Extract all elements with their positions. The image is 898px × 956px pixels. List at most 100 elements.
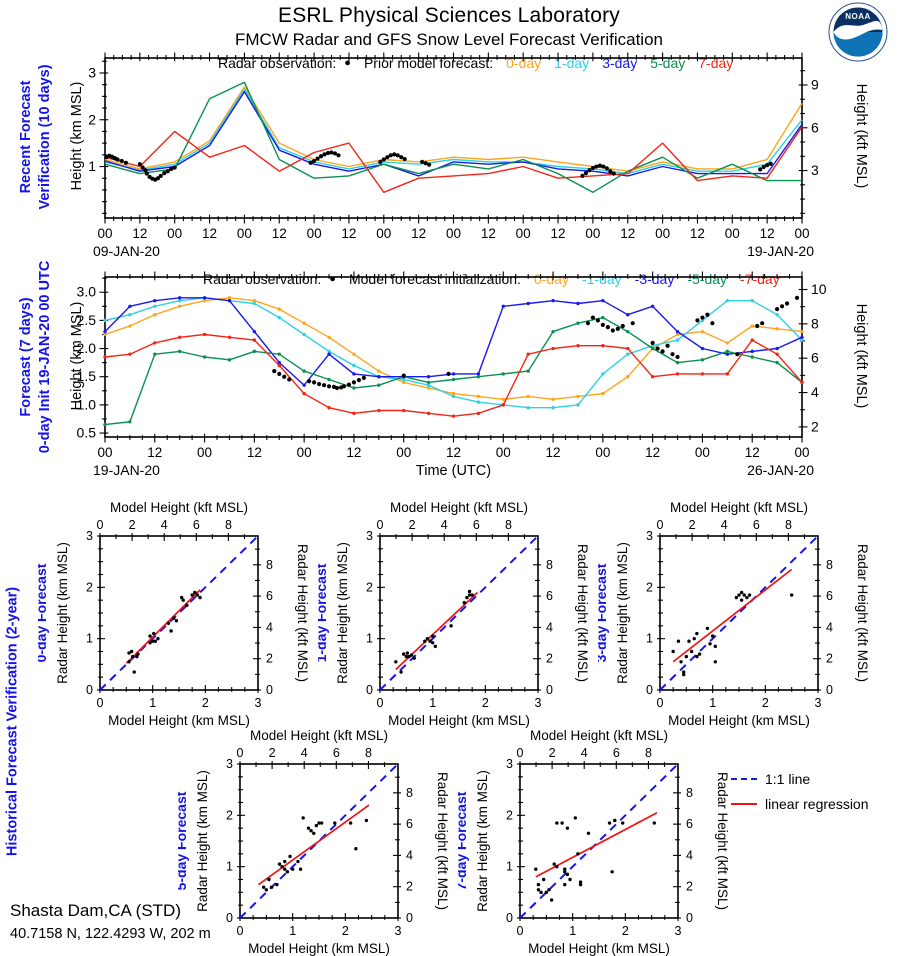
svg-text:7-day Forecast: 7-day Forecast (458, 791, 469, 890)
svg-text:4: 4 (826, 620, 833, 634)
panel1-legend-forecast-label: Prior model forecast: (363, 55, 494, 71)
svg-text:Model Height (kft MSL): Model Height (kft MSL) (250, 728, 388, 743)
svg-text:00: 00 (516, 226, 531, 241)
svg-text:6: 6 (266, 589, 273, 603)
svg-text:Radar Height (km MSL): Radar Height (km MSL) (335, 542, 350, 684)
svg-text:09-JAN-20: 09-JAN-20 (93, 243, 160, 259)
series-7-day (104, 126, 803, 194)
regression-line (672, 568, 793, 663)
svg-text:2: 2 (409, 518, 416, 532)
svg-text:12: 12 (481, 226, 496, 241)
svg-text:Time (UTC): Time (UTC) (416, 463, 491, 479)
regression-line (257, 804, 370, 886)
svg-text:00: 00 (725, 226, 740, 241)
noaa-logo-text: NOAA (845, 12, 871, 21)
legend-1-day: 1-day (554, 55, 590, 71)
svg-text:Radar Height (kft MSL): Radar Height (kft MSL) (295, 544, 310, 682)
svg-text:12: 12 (745, 445, 760, 460)
svg-text:3: 3 (395, 924, 402, 938)
svg-text:4: 4 (406, 848, 413, 862)
svg-text:12: 12 (341, 226, 356, 241)
series-3-day (104, 91, 803, 177)
svg-text:8: 8 (546, 558, 553, 572)
svg-text:00: 00 (695, 445, 710, 460)
svg-text:4: 4 (581, 746, 588, 760)
svg-text:0: 0 (97, 696, 104, 710)
legend-7-day: 7-day (698, 55, 734, 71)
legend-one-to-one: 1:1 line (731, 766, 869, 791)
svg-text:3: 3 (675, 924, 682, 938)
svg-text:4: 4 (546, 620, 553, 634)
svg-text:Model Height (kft MSL): Model Height (kft MSL) (670, 500, 808, 515)
svg-text:4: 4 (721, 518, 728, 532)
svg-text:12: 12 (690, 226, 705, 241)
scatter-points (671, 590, 794, 677)
svg-text:1.5: 1.5 (77, 368, 97, 384)
svg-text:1.0: 1.0 (77, 396, 97, 412)
svg-text:6: 6 (826, 589, 833, 603)
station-coords: 40.7158 N, 122.4293 W, 202 m (10, 926, 211, 942)
svg-text:Radar Height (kft MSL): Radar Height (kft MSL) (855, 544, 870, 682)
svg-text:6: 6 (193, 518, 200, 532)
svg-text:0: 0 (657, 696, 664, 710)
svg-text:4: 4 (686, 848, 693, 862)
svg-text:2: 2 (686, 880, 693, 894)
svg-text:10: 10 (811, 281, 827, 297)
svg-text:00: 00 (307, 226, 322, 241)
svg-text:Model Height (kft MSL): Model Height (kft MSL) (530, 728, 668, 743)
svg-text:1: 1 (86, 632, 93, 646)
svg-text:6: 6 (753, 518, 760, 532)
legend-3-day: 3-day (602, 55, 638, 71)
svg-text:Model Height (km MSL): Model Height (km MSL) (108, 713, 250, 728)
svg-text:0: 0 (546, 683, 553, 697)
scatter-points (262, 816, 369, 892)
svg-text:12: 12 (546, 445, 561, 460)
svg-text:00: 00 (97, 445, 112, 460)
svg-text:6: 6 (473, 518, 480, 532)
svg-text:26-JAN-20: 26-JAN-20 (747, 462, 814, 478)
scatter-points (534, 816, 656, 902)
svg-text:00: 00 (237, 226, 252, 241)
one-to-one-line (99, 535, 259, 691)
svg-text:Radar Height (kft MSL): Radar Height (kft MSL) (435, 772, 450, 910)
svg-text:2: 2 (622, 924, 629, 938)
svg-text:00: 00 (446, 226, 461, 241)
svg-text:3-day Forecast: 3-day Forecast (598, 563, 609, 662)
legend-init-7-day: -7-day (740, 271, 780, 287)
legend-init-3-day: -3-day (634, 271, 675, 287)
panel1-legend-obs-label: Radar observation: (218, 55, 337, 71)
svg-text:0: 0 (237, 746, 244, 760)
svg-text:2: 2 (226, 808, 233, 822)
scatter-points (127, 590, 202, 674)
svg-text:00: 00 (197, 445, 212, 460)
svg-text:2: 2 (129, 518, 136, 532)
svg-text:12: 12 (645, 445, 660, 460)
svg-text:0: 0 (266, 683, 273, 697)
svg-text:9: 9 (811, 76, 819, 92)
svg-text:Model Height (km MSL): Model Height (km MSL) (248, 941, 390, 956)
svg-text:4: 4 (811, 384, 819, 400)
radar-observations (272, 295, 800, 391)
legend-init-0-day: 0-day (533, 271, 569, 287)
svg-text:2: 2 (506, 808, 513, 822)
svg-text:3: 3 (811, 162, 819, 178)
svg-text:2: 2 (88, 111, 96, 127)
one-to-one-line (659, 535, 819, 691)
svg-text:00: 00 (297, 445, 312, 460)
svg-text:8: 8 (505, 518, 512, 532)
svg-text:Radar Height (km MSL): Radar Height (km MSL) (55, 542, 70, 684)
svg-text:2: 2 (269, 746, 276, 760)
svg-text:12: 12 (202, 226, 217, 241)
svg-text:5-day Forecast: 5-day Forecast (178, 791, 189, 890)
svg-text:3.0: 3.0 (77, 284, 97, 300)
svg-text:00: 00 (167, 226, 182, 241)
series--5-day (103, 315, 804, 427)
svg-text:0: 0 (97, 518, 104, 532)
svg-text:Radar Height (kft MSL): Radar Height (kft MSL) (575, 544, 590, 682)
svg-text:00: 00 (595, 445, 610, 460)
svg-text:12: 12 (147, 445, 162, 460)
